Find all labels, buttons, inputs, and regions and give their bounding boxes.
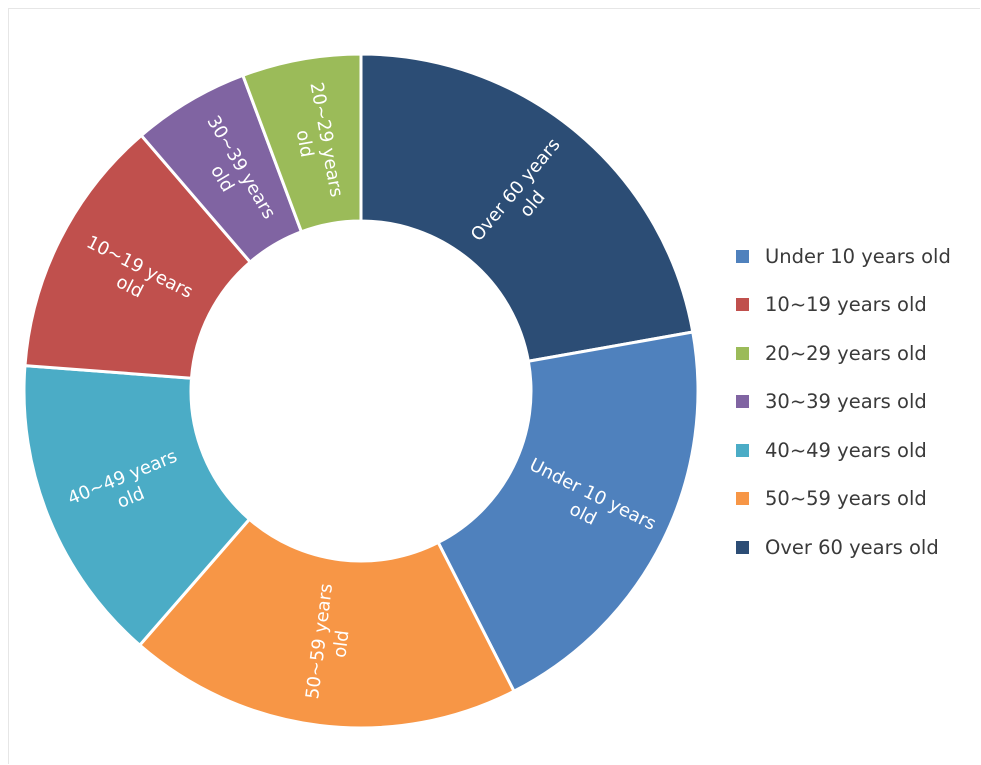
legend-item-30-39-years-old: 30~39 years old: [736, 378, 951, 427]
legend-label: Under 10 years old: [765, 244, 951, 268]
legend-swatch: [736, 540, 749, 554]
legend-swatch: [736, 395, 749, 409]
legend-label: 20~29 years old: [765, 341, 927, 365]
slice-under-10-years-old: [436, 330, 700, 694]
legend-swatch: [736, 492, 749, 506]
legend-item-50-59-years-old: 50~59 years old: [736, 475, 951, 524]
legend-item-40-49-years-old: 40~49 years old: [736, 426, 951, 475]
legend-item-10-19-years-old: 10~19 years old: [736, 281, 951, 330]
slice-40-49-years-old: [22, 364, 252, 648]
legend-label: 30~39 years old: [765, 390, 927, 414]
legend-swatch: [736, 298, 749, 312]
legend: Under 10 years old 10~19 years old 20~29 y…: [736, 232, 951, 572]
legend-label: 10~19 years old: [765, 293, 927, 317]
legend-swatch: [736, 249, 749, 263]
legend-label: 40~49 years old: [765, 438, 927, 462]
legend-item-20-29-years-old: 20~29 years old: [736, 329, 951, 378]
legend-item-over-60-years-old: Over 60 years old: [736, 523, 951, 572]
legend-item-under-10-years-old: Under 10 years old: [736, 232, 951, 281]
slice-10-19-years-old: [23, 133, 253, 380]
legend-label: Over 60 years old: [765, 535, 939, 559]
legend-label: 50~59 years old: [765, 487, 927, 511]
legend-swatch: [736, 443, 749, 457]
slice-50-59-years-old: [137, 517, 517, 730]
slice-20-29-years-old: [240, 52, 363, 234]
legend-swatch: [736, 346, 749, 360]
slice-over-60-years-old: [359, 52, 695, 363]
